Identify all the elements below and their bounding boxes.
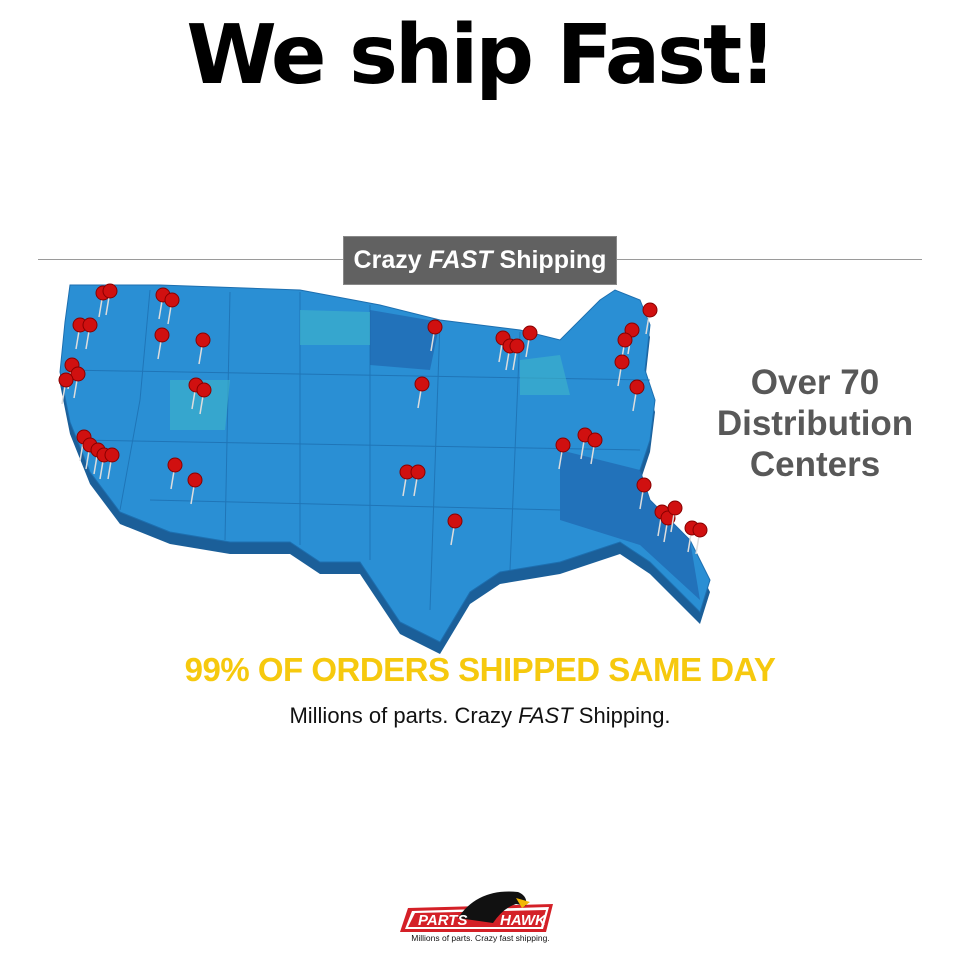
location-pin-icon: [667, 500, 683, 516]
location-pin-icon: [104, 447, 120, 463]
location-pin-icon: [509, 338, 525, 354]
location-pin-icon: [427, 319, 443, 335]
location-pin-icon: [629, 379, 645, 395]
location-pin-icon: [642, 302, 658, 318]
us-map: [58, 283, 711, 654]
hawk-beak-icon: [516, 898, 530, 908]
banner-text-1: Crazy: [353, 246, 422, 274]
location-pin-icon: [522, 325, 538, 341]
location-pin-icon: [692, 522, 708, 538]
location-pin-icon: [187, 472, 203, 488]
location-pin-icon: [70, 366, 86, 382]
side-line-2: Distribution: [716, 404, 914, 443]
logo-graphic: PARTS HAWK: [400, 891, 553, 932]
side-line-3: Centers: [749, 445, 881, 484]
side-line-1: Over 70: [750, 363, 880, 402]
distribution-centers-text: Over 70 Distribution Centers: [700, 362, 930, 485]
location-pin-icon: [196, 382, 212, 398]
location-pin-icon: [447, 513, 463, 529]
location-pin-icon: [414, 376, 430, 392]
subline-2: FAST: [518, 703, 573, 728]
location-pin-icon: [555, 437, 571, 453]
banner-text-2: FAST: [428, 246, 493, 274]
subline: Millions of parts. Crazy FAST Shipping.: [0, 703, 960, 729]
location-pin-icon: [58, 372, 74, 388]
location-pin-icon: [587, 432, 603, 448]
location-pin-icon: [636, 477, 652, 493]
location-pin-icon: [164, 292, 180, 308]
location-pin-icon: [195, 332, 211, 348]
location-pin-icon: [154, 327, 170, 343]
subline-3: Shipping.: [578, 703, 671, 728]
shipping-banner: Crazy FAST Shipping: [343, 236, 617, 285]
parts-hawk-logo: PARTS HAWK Millions of parts. Crazy fast…: [398, 888, 563, 948]
promo-text: 99% OF ORDERS SHIPPED SAME DAY: [184, 651, 776, 688]
location-pin-icon: [614, 354, 630, 370]
banner-text-3: Shipping: [499, 246, 607, 274]
state-tint-dark: [370, 310, 700, 600]
logo-word-2: HAWK: [500, 912, 547, 929]
location-pin-icon: [82, 317, 98, 333]
hawk-head-icon: [458, 891, 527, 923]
headline: We ship Fast!: [186, 8, 776, 103]
location-pin-icon: [167, 457, 183, 473]
location-pins: [58, 283, 708, 555]
subline-1: Millions of parts. Crazy: [289, 703, 512, 728]
location-pin-icon: [617, 332, 633, 348]
location-pin-icon: [410, 464, 426, 480]
location-pin-icon: [102, 283, 118, 299]
logo-word-1: PARTS: [418, 912, 467, 929]
logo-tagline: Millions of parts. Crazy fast shipping.: [411, 933, 550, 943]
